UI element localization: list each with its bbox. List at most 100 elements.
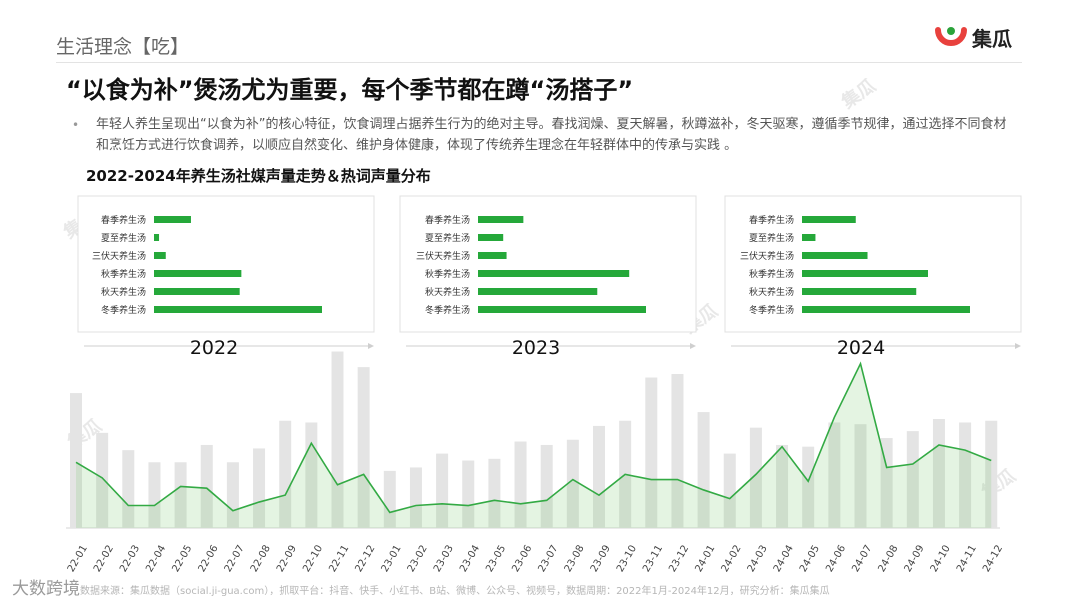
trend-x-tick-label: 23-10 — [615, 543, 639, 574]
trend-x-tick-label: 22-09 — [275, 543, 299, 574]
trend-bar — [200, 444, 213, 528]
trend-x-tick-label: 23-05 — [484, 543, 508, 574]
bar — [478, 252, 507, 259]
watermark: 集瓜 — [838, 75, 880, 114]
trend-x-tick-label: 23-07 — [537, 543, 561, 574]
trend-x-tick-label: 23-02 — [406, 543, 430, 574]
section-label: 生活理念【吃】 — [56, 36, 190, 58]
bar-panel-frame — [77, 195, 375, 333]
trend-x-tick-label: 23-04 — [458, 543, 482, 574]
trend-x-tick-label: 22-08 — [249, 543, 273, 574]
bar — [478, 216, 524, 223]
watermark: 集瓜 — [60, 205, 102, 244]
trend-x-tick-label: 24-07 — [850, 543, 874, 574]
trend-bar — [540, 444, 553, 528]
bar — [802, 306, 970, 313]
trend-x-tick-label: 22-11 — [327, 543, 351, 574]
watermark: 集瓜 — [950, 285, 992, 324]
trend-x-tick-label: 22-02 — [92, 543, 116, 574]
trend-bar — [357, 367, 370, 528]
bar-category-label: 秋天养生汤 — [101, 286, 146, 298]
bar — [802, 252, 868, 259]
bar — [478, 234, 504, 241]
trend-bar — [305, 422, 318, 528]
trend-x-tick-label: 24-05 — [798, 543, 822, 574]
trend-bar — [514, 441, 527, 528]
trend-bar — [932, 419, 945, 528]
bar-category-label: 春季养生汤 — [425, 214, 470, 226]
trend-x-tick-label: 24-02 — [720, 543, 744, 574]
bar-category-label: 秋季养生汤 — [749, 268, 794, 280]
corner-brand: 大数跨境 — [12, 579, 80, 599]
trend-bar — [671, 374, 684, 528]
trend-x-tick-label: 24-01 — [693, 543, 717, 574]
bar — [478, 270, 630, 277]
trend-bar — [854, 424, 867, 528]
body-paragraph: 年轻人养生呈现出“以食为补”的核心特征，饮食调理占据养生行为的绝对主导。春找润燥… — [96, 117, 1007, 153]
source-note: 数据来源：集瓜数据（social.ji-gua.com），抓取平台：抖音、快手、… — [80, 586, 830, 597]
chart-title: 2022-2024年养生汤社媒声量走势＆热词声量分布 — [86, 167, 431, 185]
header-divider — [56, 62, 1022, 63]
bar-category-label: 三伏天养生汤 — [416, 250, 470, 262]
trend-x-tick-label: 22-03 — [118, 543, 142, 574]
trend-bar — [906, 431, 919, 528]
trend-bar — [723, 453, 736, 528]
trend-x-tick-label: 24-09 — [903, 543, 927, 574]
trend-x-tick-label: 22-04 — [144, 543, 168, 574]
bar-category-label: 春季养生汤 — [101, 214, 146, 226]
trend-x-tick-label: 22-06 — [197, 543, 221, 574]
watermark: 集瓜 — [680, 300, 722, 339]
trend-bar — [436, 453, 449, 528]
watermark: 集瓜 — [978, 465, 1020, 504]
trend-line — [75, 361, 992, 514]
bar-panel-frame — [399, 195, 697, 333]
bar-category-label: 冬季养生汤 — [101, 304, 146, 316]
bar-category-label: 秋季养生汤 — [425, 268, 470, 280]
trend-x-tick-label: 22-10 — [301, 543, 325, 574]
panel-axis-arrow — [1015, 343, 1021, 349]
trend-x-tick-label: 24-06 — [824, 543, 848, 574]
bullet-mark: • — [72, 118, 80, 132]
trend-bar — [749, 427, 762, 528]
trend-x-tick-label: 24-10 — [929, 543, 953, 574]
bar — [154, 234, 160, 241]
watermark: 集瓜 — [570, 210, 612, 249]
brand-logo-icon — [934, 22, 968, 52]
trend-bar — [959, 422, 972, 528]
trend-x-tick-label: 24-08 — [876, 543, 900, 574]
bar-category-label: 三伏天养生汤 — [92, 250, 146, 262]
bar-category-label: 夏至养生汤 — [425, 232, 470, 244]
brand-logo-text: 集瓜 — [972, 26, 1012, 51]
bar-panel-year-label: 2023 — [512, 337, 560, 359]
trend-bar — [619, 420, 632, 528]
bar-category-label: 春季养生汤 — [749, 214, 794, 226]
trend-x-tick-label: 23-06 — [510, 543, 534, 574]
panel-axis-arrow — [368, 343, 374, 349]
trend-bar — [985, 420, 998, 528]
trend-bar — [593, 425, 605, 528]
bar — [154, 288, 240, 295]
bar — [802, 216, 856, 223]
bar-panel-year-label: 2022 — [190, 337, 238, 359]
trend-x-tick-label: 23-08 — [563, 543, 587, 574]
bar-category-label: 冬季养生汤 — [749, 304, 794, 316]
bar-category-label: 秋季养生汤 — [101, 268, 146, 280]
bar-category-label: 夏至养生汤 — [749, 232, 794, 244]
trend-line-area — [76, 363, 992, 528]
trend-x-tick-label: 22-12 — [353, 543, 377, 574]
bar-category-label: 冬季养生汤 — [425, 304, 470, 316]
trend-bar — [697, 412, 710, 528]
panel-axis-arrow — [690, 343, 696, 349]
trend-bar — [148, 462, 161, 528]
bar — [802, 288, 917, 295]
trend-x-tick-label: 22-05 — [170, 543, 194, 574]
trend-x-tick-label: 24-12 — [981, 543, 1005, 574]
trend-bar — [776, 444, 789, 528]
trend-bar — [383, 470, 396, 528]
bar — [154, 216, 191, 223]
trend-bar — [828, 422, 841, 528]
trend-bar — [566, 439, 579, 528]
trend-bar — [279, 420, 292, 528]
